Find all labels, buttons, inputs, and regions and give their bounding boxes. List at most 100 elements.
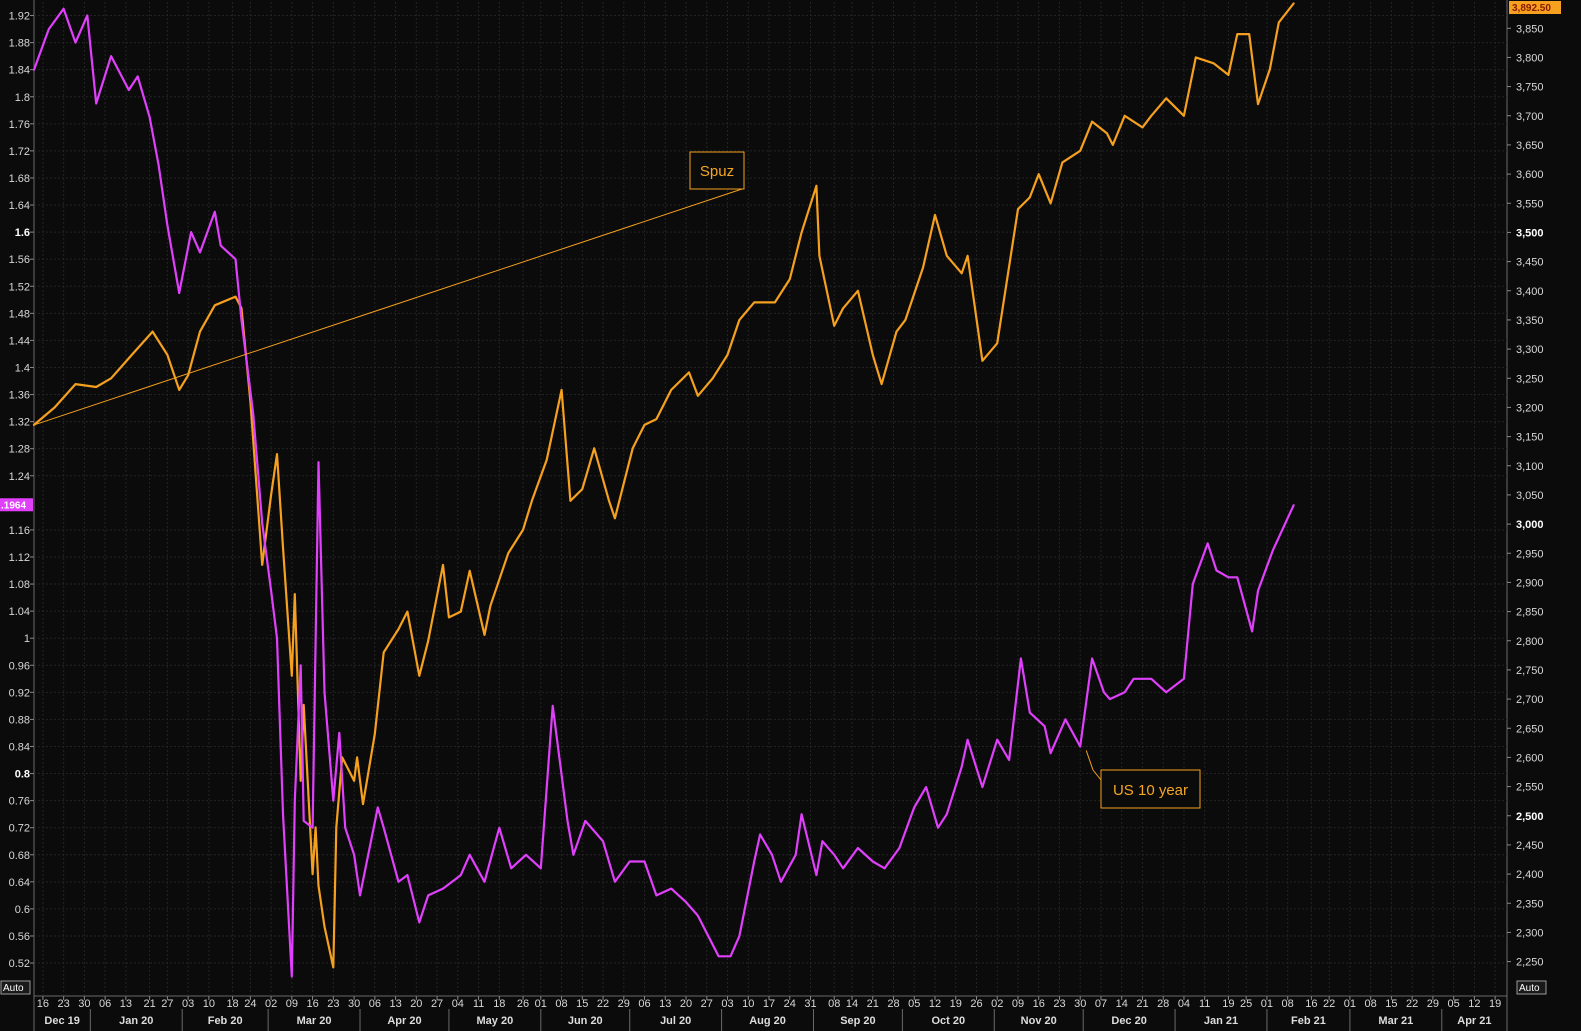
series-layer	[32, 2, 1295, 978]
x-tick-label: 06	[99, 998, 111, 1010]
us10y-callout-box	[1100, 769, 1201, 809]
x-tick-label: 19	[1489, 998, 1501, 1010]
x-tick-label: 21	[143, 998, 155, 1010]
right-tick-label: 3,450	[1516, 257, 1544, 269]
right-tick-label: 2,300	[1516, 927, 1544, 939]
right-tick-label: 3,650	[1516, 140, 1544, 152]
x-tick-label: 01	[1344, 998, 1356, 1010]
x-tick-label: 17	[763, 998, 775, 1010]
month-label: May 20	[477, 1015, 514, 1027]
us10y-callout-leader-tail	[1092, 769, 1102, 781]
x-tick-label: 08	[555, 998, 567, 1010]
x-tick-label: 22	[1406, 998, 1418, 1010]
right-last-value-tag: 3,892.50	[1512, 3, 1551, 14]
x-tick-label: 02	[265, 998, 277, 1010]
x-tick-label: 27	[701, 998, 713, 1010]
left-tick-label: 0.68	[9, 850, 30, 862]
right-tick-label: 2,550	[1516, 782, 1544, 794]
left-tick-label: 1.68	[9, 173, 30, 185]
x-tick-label: 07	[1095, 998, 1107, 1010]
x-tick-label: 15	[576, 998, 588, 1010]
right-tick-label: 2,400	[1516, 869, 1544, 881]
left-tick-label: 1.92	[9, 11, 30, 23]
x-tick-label: 19	[1222, 998, 1234, 1010]
left-tick-label: 0.72	[9, 823, 30, 835]
us10y-callout-leader	[1085, 750, 1094, 771]
left-tick-label: 1.32	[9, 417, 30, 429]
left-tick-label: 1.48	[9, 308, 30, 320]
x-tick-label: 16	[37, 998, 49, 1010]
month-label: Mar 20	[297, 1015, 332, 1027]
right-tick-label: 3,050	[1516, 490, 1544, 502]
x-tick-label: 21	[867, 998, 879, 1010]
left-tick-label: 0.8	[15, 769, 30, 781]
x-tick-label: 16	[306, 998, 318, 1010]
left-tick-label: 1.72	[9, 146, 30, 158]
x-tick-label: 03	[182, 998, 194, 1010]
x-tick-label: 23	[327, 998, 339, 1010]
left-tick-label: 0.76	[9, 796, 30, 808]
x-tick-label: 08	[1365, 998, 1377, 1010]
x-tick-label: 03	[721, 998, 733, 1010]
right-tick-label: 2,950	[1516, 548, 1544, 560]
series-line-1	[32, 7, 1295, 978]
spuz-callout-label: Spuz	[700, 163, 734, 180]
month-label: Jan 21	[1204, 1015, 1238, 1027]
right-tick-label: 3,250	[1516, 373, 1544, 385]
left-tick-label: 1.4	[15, 362, 30, 374]
x-tick-label: 18	[493, 998, 505, 1010]
right-tick-label: 3,500	[1516, 227, 1544, 239]
x-tick-label: 19	[950, 998, 962, 1010]
month-label: Sep 20	[840, 1015, 875, 1027]
x-tick-label: 16	[1305, 998, 1317, 1010]
x-tick-label: 02	[991, 998, 1003, 1010]
x-tick-label: 24	[244, 998, 256, 1010]
x-tick-label: 27	[431, 998, 443, 1010]
x-tick-label: 26	[970, 998, 982, 1010]
right-auto-label: Auto	[1519, 983, 1540, 994]
x-axis: 16 23 30 06 13 21 27 03 10 18 24 02 09 16 23 30 06 13 20 27…	[37, 996, 1501, 1031]
x-tick-label: 04	[1178, 998, 1190, 1010]
month-label: Dec 19	[44, 1015, 79, 1027]
x-tick-label: 30	[78, 998, 90, 1010]
series-line-0	[32, 2, 1295, 969]
right-tick-label: 3,700	[1516, 111, 1544, 123]
right-tick-label: 3,600	[1516, 169, 1544, 181]
x-tick-label: 29	[1427, 998, 1439, 1010]
x-tick-label: 12	[929, 998, 941, 1010]
month-label: Jan 20	[119, 1015, 153, 1027]
right-tick-label: 2,700	[1516, 694, 1544, 706]
left-tick-label: 1.04	[9, 606, 30, 618]
right-tick-label: 3,850	[1516, 23, 1544, 35]
x-tick-label: 01	[1261, 998, 1273, 1010]
month-label: Oct 20	[932, 1015, 966, 1027]
left-tick-label: 1.16	[9, 525, 30, 537]
x-tick-label: 14	[846, 998, 858, 1010]
left-tick-label: 1.64	[9, 200, 30, 212]
left-tick-label: 1	[24, 633, 30, 645]
x-tick-label: 31	[804, 998, 816, 1010]
right-tick-label: 2,900	[1516, 577, 1544, 589]
month-label: Feb 20	[208, 1015, 243, 1027]
right-tick-label: 2,600	[1516, 752, 1544, 764]
left-tick-label: 0.52	[9, 958, 30, 970]
left-tick-label: 0.64	[9, 877, 30, 889]
month-label: Apr 21	[1457, 1015, 1491, 1027]
right-tick-label: 3,550	[1516, 198, 1544, 210]
left-tick-label: 1.8	[15, 92, 30, 104]
x-tick-label: 11	[1199, 998, 1210, 1010]
month-label: Dec 20	[1111, 1015, 1146, 1027]
right-tick-label: 3,100	[1516, 461, 1544, 473]
left-y-axis: 1.92 1.88 1.84 1.8 1.76 1.72 1.68 1.64 1.6 1.56 1.…	[0, 11, 34, 995]
right-tick-label: 2,850	[1516, 607, 1544, 619]
left-tick-label: 1.56	[9, 254, 30, 266]
x-tick-label: 06	[369, 998, 381, 1010]
left-tick-label: 1.76	[9, 119, 30, 131]
right-tick-label: 3,150	[1516, 432, 1544, 444]
right-tick-label: 3,000	[1516, 519, 1544, 531]
x-tick-label: 23	[1053, 998, 1065, 1010]
right-tick-label: 2,350	[1516, 898, 1544, 910]
right-tick-label: 3,750	[1516, 82, 1544, 94]
left-tick-label: 1.08	[9, 579, 30, 591]
